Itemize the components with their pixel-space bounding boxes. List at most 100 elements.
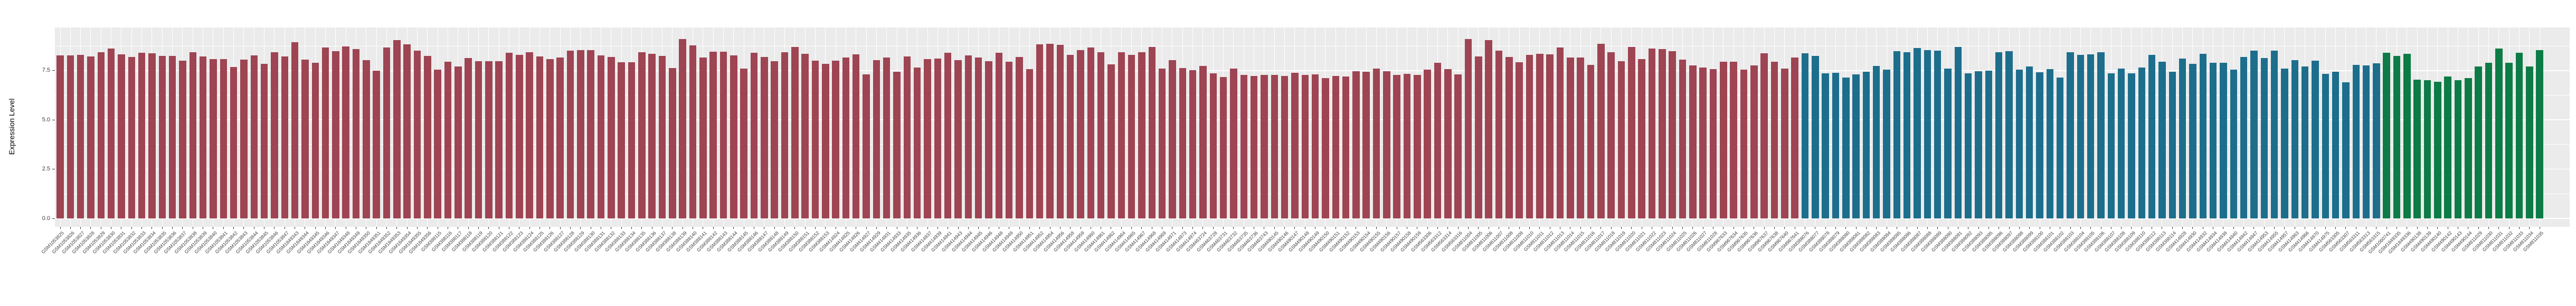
bar-GSM388103 <box>2067 52 2074 218</box>
bar-GSM1849335 <box>2393 55 2401 218</box>
bar-GSM1053839 <box>199 56 207 218</box>
x-tick-mark <box>1274 227 1275 229</box>
bar-GSM388093 <box>1975 71 1982 218</box>
x-tick-mark <box>2172 227 2173 229</box>
bar-GSM967640 <box>1781 69 1788 218</box>
bar-GSM414968 <box>1148 46 1156 218</box>
bar-GSM388120 <box>485 61 493 218</box>
bar-GSM1849345 <box>311 62 319 218</box>
y-axis-title: Expression Level <box>7 98 16 155</box>
bar-GSM811019 <box>1617 61 1625 218</box>
bar-GSM388101 <box>2046 69 2054 218</box>
bar-GSM414971 <box>1169 60 1176 218</box>
bar-GSM388082 <box>1862 72 1870 218</box>
bar-GSM414924 <box>832 61 839 218</box>
bar-GSM414941 <box>944 53 952 218</box>
bar-GSM1849351 <box>373 71 380 218</box>
x-tick-mark <box>2519 227 2520 229</box>
bar-GSM463732 <box>1230 69 1237 218</box>
x-tick-mark <box>172 227 173 229</box>
x-tick-mark <box>1978 227 1979 229</box>
bar-GSM490149 <box>1311 74 1319 218</box>
bar-GSM388105 <box>2087 54 2095 218</box>
bar-GSM414926 <box>852 54 860 218</box>
x-tick-mark <box>131 227 132 229</box>
bar-GSM1053825 <box>56 55 64 218</box>
bar-GSM563312 <box>1434 62 1442 218</box>
bar-GSM388083 <box>1872 66 1880 218</box>
bar-GSM811026 <box>1689 65 1697 218</box>
x-tick-mark <box>1366 227 1367 229</box>
x-tick-mark <box>1631 227 1632 229</box>
x-tick-mark <box>478 227 479 229</box>
bar-GSM388115 <box>434 69 441 218</box>
x-tick-mark <box>1284 227 1285 229</box>
bar-GSM414948 <box>995 53 1003 218</box>
bar-GSM463724 <box>1199 66 1207 218</box>
bar-GSM388088 <box>1924 50 1931 218</box>
y-tick-mark <box>52 218 55 219</box>
bar-GSM1053835 <box>158 56 166 218</box>
bar-GSM388121 <box>495 61 503 218</box>
bar-GSM1053841 <box>220 59 228 218</box>
x-tick-mark <box>978 227 979 229</box>
bar-GSM811022 <box>1648 48 1656 218</box>
x-tick-mark <box>1192 227 1194 229</box>
x-tick-mark <box>1386 227 1387 229</box>
bar-GSM388133 <box>618 62 625 218</box>
bar-GSM414966 <box>2301 66 2309 218</box>
bar-GSM490140 <box>2434 82 2441 218</box>
bar-GSM388150 <box>791 46 799 218</box>
x-tick-mark <box>815 227 816 229</box>
x-tick-mark <box>2121 227 2122 229</box>
bar-GSM414927 <box>863 74 870 218</box>
bar-GSM414951 <box>1026 69 1034 218</box>
bar-GSM414932 <box>2199 54 2207 218</box>
bar-GSM388107 <box>2107 73 2115 218</box>
bar-GSM967634 <box>1730 61 1737 218</box>
x-tick-mark <box>1437 227 1438 229</box>
x-tick-mark <box>1580 227 1581 229</box>
bar-GSM1849343 <box>291 42 299 218</box>
x-tick-mark <box>396 227 397 229</box>
bar-GSM414933 <box>893 71 901 218</box>
x-tick-mark <box>1835 227 1836 229</box>
bar-GSM388125 <box>536 56 544 218</box>
x-tick-mark <box>488 227 489 229</box>
bar-GSM463731 <box>1219 77 1227 218</box>
bar-GSM1849347 <box>332 51 339 218</box>
x-tick-mark <box>2243 227 2244 229</box>
x-tick-mark <box>2070 227 2071 229</box>
bar-GSM388084 <box>1883 69 1890 218</box>
x-tick-mark <box>1121 227 1122 229</box>
x-tick-mark <box>1937 227 1938 229</box>
bar-GSM388130 <box>587 50 594 218</box>
bar-GSM811030 <box>2485 62 2493 218</box>
x-tick-mark <box>315 227 316 229</box>
bar-GSM490158 <box>1403 74 1411 218</box>
bar-GSM463735 <box>1240 75 1248 218</box>
bar-GSM1053834 <box>148 53 156 218</box>
x-tick-mark <box>1447 227 1448 229</box>
bar-GSM1053833 <box>138 53 146 218</box>
bar-GSM388089 <box>1934 51 1942 218</box>
x-tick-mark <box>968 227 969 229</box>
bar-GSM1053837 <box>179 61 186 218</box>
x-tick-mark <box>2233 227 2234 229</box>
bar-GSM414930 <box>2189 63 2196 218</box>
bar-GSM414959 <box>1077 50 1084 218</box>
x-tick-mark <box>886 227 887 229</box>
bar-GSM967637 <box>1760 53 1768 218</box>
x-tick-mark <box>2182 227 2183 229</box>
x-tick-mark <box>560 227 561 229</box>
x-tick-mark <box>2386 227 2387 229</box>
x-tick-mark <box>1876 227 1877 229</box>
bar-GSM1053842 <box>230 67 238 218</box>
x-tick-mark <box>1845 227 1846 229</box>
bar-GSM414940 <box>2230 69 2238 218</box>
bar-GSM414964 <box>1117 52 1125 218</box>
bar-GSM811031 <box>2495 48 2503 218</box>
bar-GSM811018 <box>1607 52 1615 218</box>
bar-GSM811007 <box>1495 51 1503 218</box>
